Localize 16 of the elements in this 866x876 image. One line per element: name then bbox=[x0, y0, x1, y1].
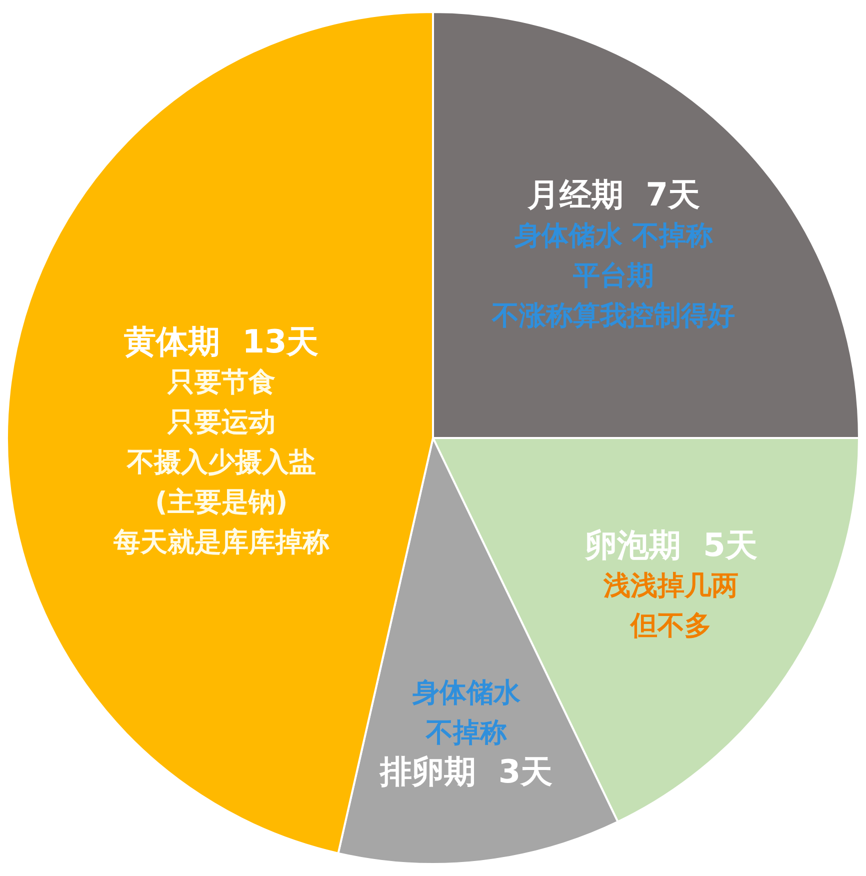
slice-label: 黄体期 13天 bbox=[124, 322, 319, 360]
text: 只要节食 bbox=[167, 367, 276, 398]
text: 身体储水 不掉称 bbox=[514, 220, 713, 252]
text: 身体储水 bbox=[412, 677, 520, 708]
text: 平台期 bbox=[573, 260, 654, 292]
slice-label: 排卵期 3天 bbox=[379, 752, 553, 791]
text: 每天就是库库掉称 bbox=[113, 527, 330, 558]
text: 不掉称 bbox=[426, 717, 507, 748]
text: 只要运动 bbox=[167, 407, 276, 438]
text: 不摄入少摄入盐 bbox=[126, 447, 316, 478]
text: 浅浅掉几两 bbox=[604, 570, 739, 602]
slice-label: 月经期 7天 bbox=[526, 176, 700, 214]
slice-label: 卵泡期 5天 bbox=[584, 526, 758, 564]
text: 但不多 bbox=[630, 610, 712, 642]
text: (主要是钠) bbox=[154, 487, 288, 518]
text: 不涨称算我控制得好 bbox=[492, 300, 736, 332]
